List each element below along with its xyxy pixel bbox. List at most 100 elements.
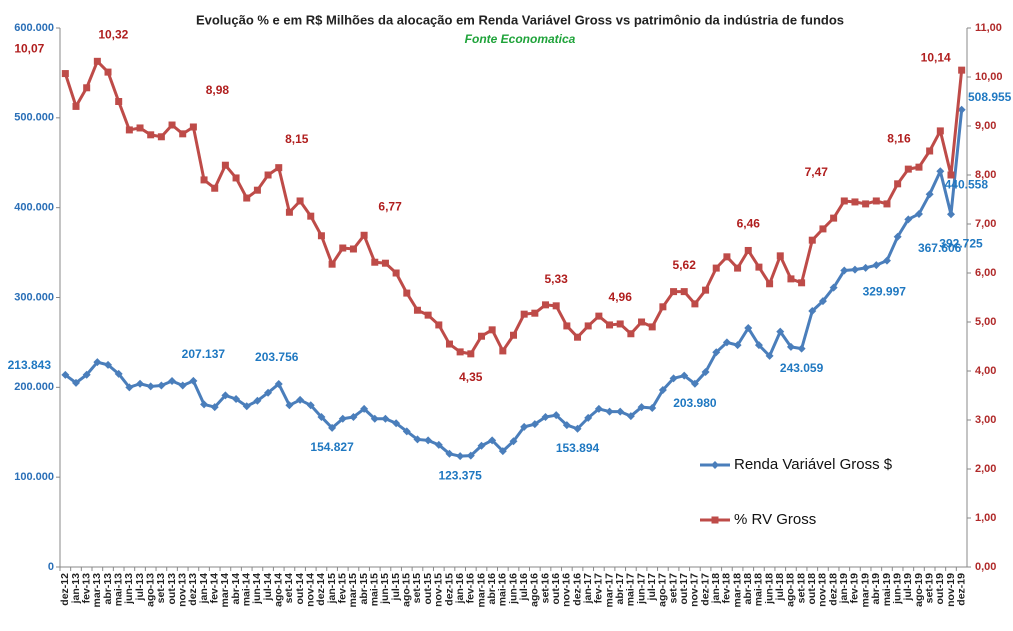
y-tick-label: 0	[48, 561, 54, 573]
marker	[349, 412, 358, 421]
data-label: 4,35	[459, 370, 483, 384]
marker	[520, 310, 528, 318]
marker	[562, 421, 571, 430]
marker	[510, 331, 517, 339]
marker	[392, 269, 400, 277]
marker	[616, 320, 624, 328]
marker	[392, 419, 401, 428]
x-tick-label: nov-19	[945, 573, 957, 607]
x-tick-label: dez-19	[955, 573, 967, 606]
marker	[925, 190, 934, 199]
x-tick-label: mai-13	[112, 573, 124, 606]
y2-tick-label: 5,00	[975, 316, 996, 328]
legend-label: % RV Gross	[734, 511, 816, 528]
marker	[221, 161, 229, 169]
x-tick-label: ago-13	[144, 573, 156, 607]
marker	[605, 407, 614, 416]
marker	[434, 440, 443, 449]
marker	[157, 381, 166, 390]
marker	[733, 341, 742, 350]
x-tick-label: jun-15	[379, 573, 391, 605]
data-label: 10,32	[98, 27, 128, 41]
x-tick-label: jul-17	[646, 573, 658, 602]
x-tick-label: jun-17	[635, 573, 647, 605]
data-label: 243.059	[780, 361, 824, 375]
marker	[531, 309, 539, 317]
marker	[926, 147, 934, 155]
x-tick-label: set-19	[923, 573, 935, 604]
marker	[701, 368, 710, 377]
marker	[371, 258, 379, 266]
marker	[574, 333, 582, 341]
marker	[211, 184, 219, 192]
x-tick-label: jul-14	[262, 573, 274, 602]
legend-label: Renda Variável Gross $	[734, 456, 893, 473]
x-tick-label: mar-18	[731, 573, 743, 608]
marker	[349, 245, 357, 253]
x-tick-label: ago-19	[913, 573, 925, 607]
marker	[638, 318, 646, 326]
marker	[957, 105, 966, 114]
x-tick-label: jun-16	[507, 573, 519, 605]
marker	[872, 197, 880, 205]
data-label: 154.827	[310, 440, 354, 454]
x-tick-label: dez-18	[827, 573, 839, 606]
x-tick-label: dez-13	[187, 573, 199, 606]
marker	[712, 348, 721, 357]
x-tick-label: nov-18	[817, 573, 829, 607]
marker	[840, 197, 848, 205]
marker	[125, 126, 133, 134]
marker	[936, 127, 944, 135]
data-label: 10,14	[921, 50, 951, 64]
marker	[936, 167, 945, 176]
x-tick-label: abr-15	[358, 573, 370, 605]
marker	[552, 302, 560, 310]
x-tick-label: jul-13	[134, 573, 146, 602]
y-tick-label: 600.000	[14, 22, 54, 34]
x-tick-label: nov-13	[176, 573, 188, 607]
data-label: 213.843	[8, 358, 52, 372]
marker	[221, 391, 230, 400]
marker	[232, 174, 240, 182]
marker	[850, 265, 859, 274]
marker	[136, 124, 144, 132]
x-tick-label: out-17	[678, 573, 690, 605]
marker	[168, 121, 176, 129]
x-tick-label: ago-14	[273, 573, 285, 607]
marker	[125, 383, 134, 392]
marker	[658, 386, 667, 395]
marker	[829, 283, 838, 292]
y2-tick-label: 11,00	[975, 22, 1002, 34]
marker	[61, 70, 69, 78]
x-tick-label: mai-14	[241, 573, 253, 606]
x-tick-label: nov-14	[305, 573, 317, 607]
legend-marker	[711, 461, 719, 469]
marker	[82, 370, 91, 379]
x-tick-label: jul-19	[902, 573, 914, 602]
data-label: 367.606	[918, 241, 962, 255]
marker	[328, 423, 337, 432]
marker	[242, 402, 251, 411]
marker	[370, 414, 379, 423]
x-tick-label: ago-18	[785, 573, 797, 607]
marker	[179, 130, 187, 138]
marker	[840, 266, 849, 275]
marker	[498, 447, 507, 456]
x-tick-label: abr-14	[230, 573, 242, 605]
marker	[72, 102, 80, 110]
marker	[72, 378, 81, 387]
marker	[61, 370, 70, 379]
marker	[403, 289, 411, 297]
marker	[722, 338, 731, 347]
marker	[285, 208, 293, 216]
x-tick-label: mai-18	[753, 573, 765, 606]
x-tick-label: mai-19	[881, 573, 893, 606]
x-tick-label: jan-18	[710, 573, 722, 605]
x-tick-label: dez-14	[315, 573, 327, 606]
data-label: 329.997	[863, 285, 907, 299]
marker	[136, 379, 145, 388]
x-tick-label: jun-18	[763, 573, 775, 605]
data-label: 440.558	[945, 177, 989, 191]
marker	[189, 376, 198, 385]
